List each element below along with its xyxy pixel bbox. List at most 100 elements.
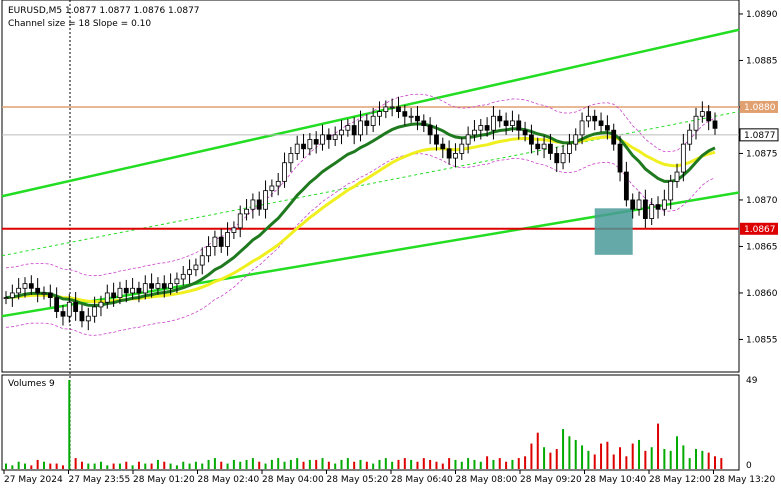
candle-body [193,264,199,271]
entry-zone [594,208,633,255]
candle-body [706,111,712,122]
candle-body [503,120,509,126]
candle-body [604,125,610,131]
candle-body [199,255,205,266]
candle-body [377,111,382,117]
candle-body [47,292,53,299]
candle-body [579,120,585,136]
time-tick-label: 28 May 05:20 [327,475,389,485]
time-tick-label: 28 May 04:00 [262,475,324,485]
candle-body [326,134,332,140]
candle-body [465,134,471,145]
candle-body [9,292,15,299]
candle-body [421,120,427,126]
candle-body [560,153,566,164]
price-pane-frame [1,0,740,373]
candle-body [168,283,173,289]
candle-body [174,278,180,285]
candle-body [269,185,275,192]
candle-body [66,301,72,317]
candle-body [250,199,256,210]
price-tick-label: 1.0885 [746,56,778,66]
support-price-label: 1.0867 [744,225,776,235]
price-tick-label: 1.0865 [746,242,778,252]
support-price-tag [740,222,778,235]
candle-body [149,283,154,289]
candle-body [98,301,104,308]
time-tick-label: 28 May 01:20 [133,475,195,485]
candle-body [130,287,136,294]
candle-body [408,115,414,118]
candle-body [567,143,572,154]
candle-body [225,232,230,247]
candle-body [161,283,167,289]
candle-body [339,129,344,136]
candle-body [548,143,553,154]
resistance-price-label: 1.0880 [744,103,776,113]
candle-body [699,111,705,117]
candle-body [187,269,192,275]
candle-body [256,199,262,210]
chart-header-symbol: EURUSD,M5 1.0877 1.0877 1.0876 1.0877 [8,6,200,16]
candle-body [35,287,41,294]
price-tick-label: 1.0860 [746,289,778,299]
candle-body [54,297,60,312]
candle-body [307,139,313,150]
candle-body [630,199,636,210]
candle-body [123,287,129,294]
candle-body [478,125,484,131]
candle-body [244,208,249,215]
candle-body [301,143,306,150]
candle-body [85,315,91,322]
current-price-label: 1.0877 [744,131,776,141]
volume-pane-frame [1,374,740,471]
candle-body [263,190,268,210]
candle-body [142,283,148,294]
time-tick-label: 27 May 23:55 [69,475,131,485]
candle-body [459,143,465,154]
time-tick-label: 28 May 08:00 [456,475,518,485]
candle-body [383,106,389,112]
candle-body [674,171,680,182]
candle-body [491,115,496,131]
candle-body [73,301,79,312]
time-tick-label: 28 May 13:20 [714,475,776,485]
candle-body [427,125,433,136]
candle-body [668,180,674,201]
candle-body [434,134,439,145]
time-tick-label: 27 May 2024 [4,475,63,485]
candle-body [288,153,294,164]
candle-body [617,143,623,173]
candle-body [79,311,85,322]
candle-body [16,287,22,294]
candle-body [41,292,47,295]
candle-body [345,125,351,131]
candle-body [453,153,458,159]
candle-body [22,283,28,289]
candle-body [529,134,534,145]
candle-body [636,199,642,210]
candle-body [218,236,224,247]
candle-body [320,134,325,145]
candle-body [516,120,522,131]
candle-body [592,115,598,122]
band-lower [5,153,716,336]
candle-body [655,204,661,210]
candle-body [402,111,408,117]
candle-body [642,199,648,219]
candle-body [554,153,560,164]
candle-body [370,115,376,126]
candle-body [389,106,395,109]
candle-body [237,213,243,229]
candle-body [231,227,237,233]
time-tick-label: 28 May 09:20 [520,475,582,485]
price-tick-label: 1.0875 [746,149,778,159]
candle-body [294,143,300,154]
candle-body [484,125,490,131]
candle-body [680,143,686,173]
candle-body [623,171,629,201]
candle-body [332,134,338,140]
candle-body [535,143,541,150]
